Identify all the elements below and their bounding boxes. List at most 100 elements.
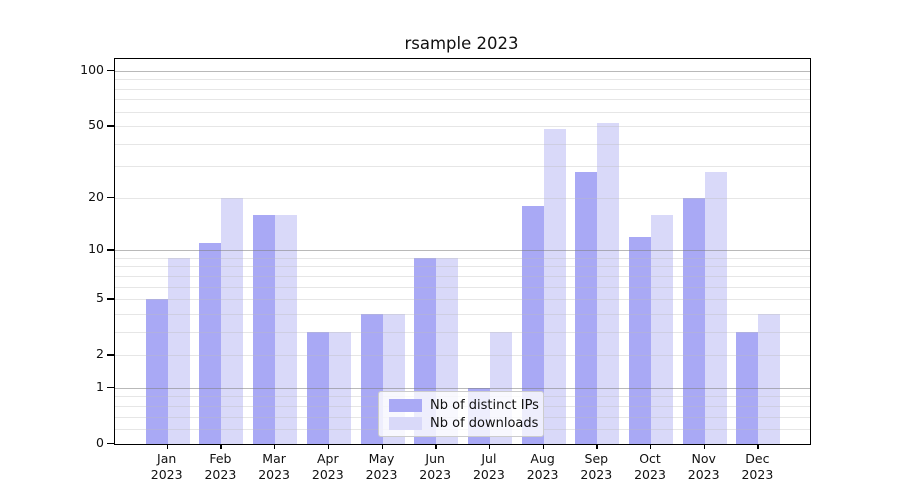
minor-gridline [115,275,810,277]
y-tick-label: 2 [96,346,104,362]
bar-distinct-ips [682,197,705,444]
x-tick-month: Nov [691,451,716,466]
x-tick-label: Aug 2023 [511,451,575,483]
x-tick-year: 2023 [526,467,559,482]
x-tick-year: 2023 [634,467,666,482]
x-tick-label: Sep 2023 [564,451,628,483]
x-tick-month: Apr [316,451,339,466]
x-tick-label: Oct 2023 [618,451,682,483]
bar-downloads [275,215,298,444]
minor-gridline [115,331,810,333]
minor-gridline [115,166,810,168]
bar-downloads [597,123,620,444]
x-tick-year: 2023 [741,467,774,482]
y-tick-label: 5 [96,290,104,306]
x-tick-month: Jul [481,451,497,466]
x-tick-month: Mar [262,451,286,466]
minor-gridline [115,197,810,199]
bar-distinct-ips [521,206,544,444]
x-tick-month: Jun [425,451,445,466]
x-tick-month: Aug [530,451,555,466]
minor-gridline [115,299,810,301]
bar-distinct-ips [575,171,598,444]
y-tick-label: 10 [88,241,104,257]
x-tick-label: Apr 2023 [296,451,360,483]
minor-gridline [115,266,810,268]
legend: Nb of distinct IPs Nb of downloads [378,391,544,437]
x-tick-month: Feb [209,451,232,466]
x-tick-mark [274,444,276,449]
x-tick-month: Jan [157,451,177,466]
x-tick-label: Jul 2023 [457,451,521,483]
legend-swatch-distinct-ips [389,398,422,412]
x-tick-mark [596,444,598,449]
x-tick-month: May [368,451,395,466]
x-tick-label: Mar 2023 [242,451,306,483]
x-tick-mark [488,444,491,449]
x-tick-month: Oct [639,451,661,466]
major-gridline [115,71,810,72]
x-tick-month: Dec [745,451,770,466]
bar-distinct-ips [360,313,383,444]
y-tick-mark [107,249,114,251]
minor-gridline [115,143,810,145]
y-tick-mark [107,386,114,389]
bar-distinct-ips [145,299,168,444]
y-tick-label: 1 [96,378,104,394]
y-tick-mark [107,196,114,199]
legend-label-distinct-ips: Nb of distinct IPs [430,397,539,413]
x-tick-label: Jun 2023 [403,451,467,483]
x-tick-label: Dec 2023 [725,451,789,483]
minor-gridline [115,99,810,101]
bar-downloads [543,129,566,444]
bar-downloads [221,197,244,444]
bar-distinct-ips [253,215,276,444]
major-gridline [115,387,810,389]
chart-title: rsample 2023 [404,34,519,53]
minor-gridline [115,79,810,81]
x-tick-year: 2023 [258,467,290,482]
bar-downloads [704,171,727,444]
x-tick-mark [757,444,759,449]
x-tick-mark [703,444,706,449]
y-tick-label: 50 [88,117,104,133]
y-tick-label: 0 [96,435,104,450]
bar-distinct-ips [199,243,222,444]
bar-downloads [651,215,673,444]
y-tick-mark [107,70,114,72]
minor-gridline [115,355,810,357]
y-tick-mark [107,298,114,300]
x-tick-mark [435,444,437,449]
y-tick-label: 100 [80,62,104,77]
x-tick-mark [327,444,330,449]
x-tick-year: 2023 [419,467,452,482]
x-tick-label: Nov 2023 [672,451,736,483]
x-tick-mark [650,444,652,449]
x-tick-label: Feb 2023 [188,451,252,483]
plot-area [114,58,811,445]
legend-swatch-downloads [389,416,422,430]
minor-gridline [115,88,810,90]
x-tick-mark [542,444,544,449]
y-tick-mark [107,443,114,445]
x-tick-year: 2023 [472,467,505,482]
minor-gridline [115,286,810,288]
y-tick-mark [107,354,114,356]
minor-gridline [115,313,810,315]
y-tick-mark [107,125,114,127]
bar-distinct-ips [629,236,651,444]
legend-item-distinct-ips: Nb of distinct IPs [379,398,543,413]
x-tick-year: 2023 [365,467,398,482]
x-tick-label: Jan 2023 [135,451,199,483]
x-tick-mark [220,444,222,449]
y-tick-label: 20 [88,188,104,204]
x-tick-year: 2023 [204,467,237,482]
bar-downloads [758,313,781,444]
bar-downloads [167,257,190,444]
x-tick-mark [166,444,169,449]
x-tick-year: 2023 [150,467,183,482]
legend-item-downloads: Nb of downloads [379,416,543,431]
major-gridline [115,250,810,252]
x-tick-year: 2023 [580,467,613,482]
